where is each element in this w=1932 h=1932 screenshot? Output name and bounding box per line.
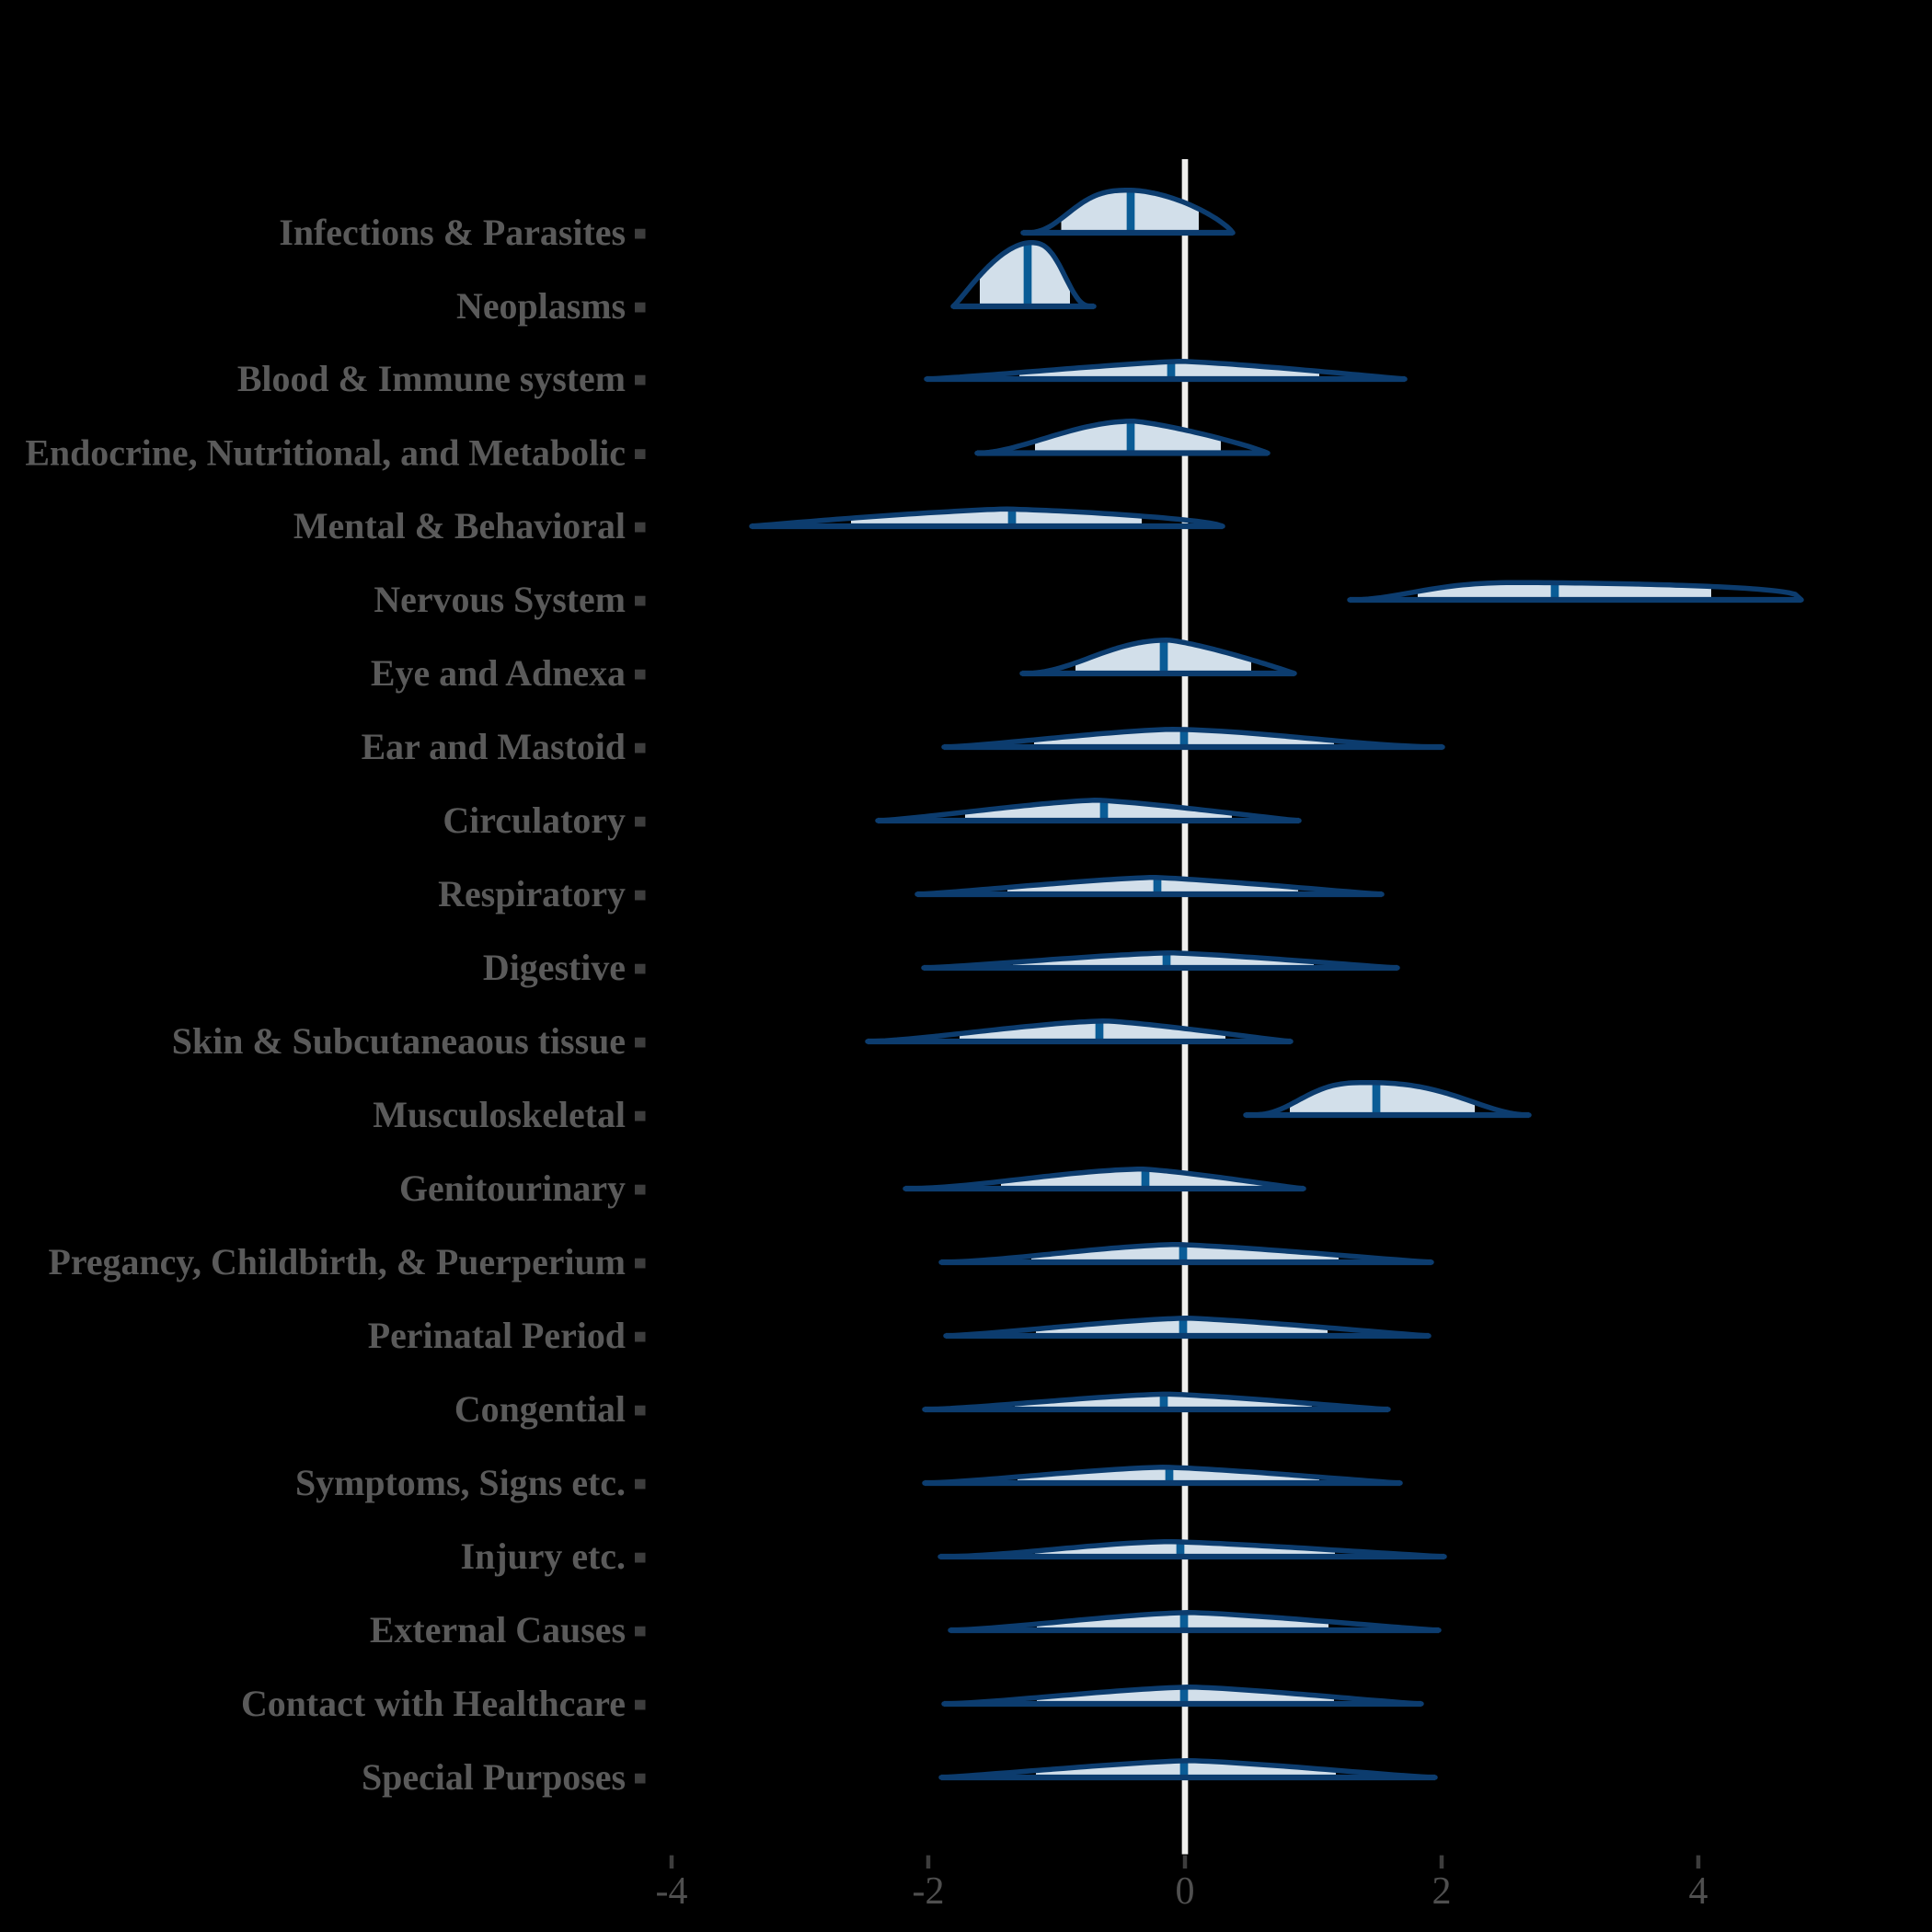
svg-text:Blood & Immune system: Blood & Immune system — [237, 358, 626, 399]
svg-text:Digestive: Digestive — [483, 947, 626, 988]
svg-text:Pregancy, Childbirth, & Puerpe: Pregancy, Childbirth, & Puerperium — [48, 1241, 626, 1282]
svg-text:Nervous System: Nervous System — [374, 579, 626, 620]
svg-text:0: 0 — [1176, 1870, 1195, 1913]
svg-text:Injury etc.: Injury etc. — [461, 1535, 626, 1577]
svg-text:Eye and Adnexa: Eye and Adnexa — [371, 652, 626, 694]
svg-text:-2: -2 — [913, 1870, 945, 1913]
svg-text:Infections & Parasites: Infections & Parasites — [279, 212, 626, 253]
svg-text:Circulatory: Circulatory — [443, 799, 626, 841]
svg-text:Skin & Subcutaneaous tissue: Skin & Subcutaneaous tissue — [172, 1020, 626, 1062]
svg-text:Genitourinary: Genitourinary — [399, 1167, 626, 1209]
svg-text:Endocrine, Nutritional, and Me: Endocrine, Nutritional, and Metabolic — [25, 432, 626, 474]
svg-text:Neoplasms: Neoplasms — [456, 285, 626, 327]
svg-text:External Causes: External Causes — [370, 1609, 626, 1650]
svg-text:Special Purposes: Special Purposes — [362, 1756, 626, 1798]
svg-text:4: 4 — [1689, 1870, 1708, 1913]
svg-text:Respiratory: Respiratory — [438, 873, 626, 914]
svg-text:Symptoms, Signs etc.: Symptoms, Signs etc. — [295, 1462, 626, 1503]
svg-text:Congential: Congential — [454, 1388, 626, 1430]
svg-text:2: 2 — [1432, 1870, 1452, 1913]
svg-text:Mental & Behavioral: Mental & Behavioral — [293, 505, 626, 546]
svg-text:Perinatal Period: Perinatal Period — [368, 1315, 626, 1356]
svg-text:Musculoskeletal: Musculoskeletal — [373, 1094, 626, 1135]
svg-text:-4: -4 — [656, 1870, 688, 1913]
svg-text:Contact with Healthcare: Contact with Healthcare — [241, 1683, 626, 1724]
svg-text:Ear and Mastoid: Ear and Mastoid — [362, 726, 626, 767]
